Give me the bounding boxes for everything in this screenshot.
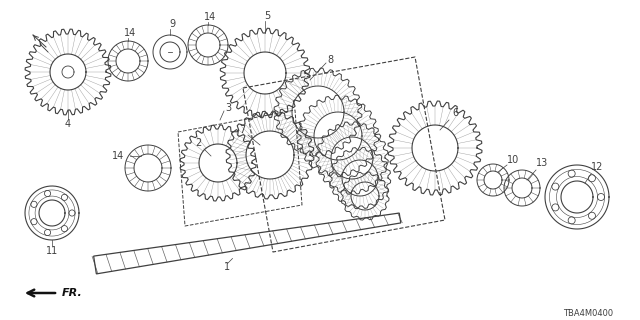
Text: 14: 14: [204, 12, 216, 22]
Text: 6: 6: [452, 108, 458, 118]
Text: 10: 10: [507, 155, 519, 165]
Text: 3: 3: [225, 103, 231, 113]
Text: 14: 14: [124, 28, 136, 38]
Text: 8: 8: [327, 55, 333, 65]
Text: 14: 14: [112, 151, 124, 161]
Text: 13: 13: [536, 158, 548, 168]
Text: 7: 7: [239, 125, 245, 135]
Text: FR.: FR.: [62, 288, 83, 298]
Text: 9: 9: [169, 19, 175, 29]
Text: 5: 5: [264, 11, 270, 21]
Text: 1: 1: [225, 261, 230, 271]
Text: 12: 12: [591, 162, 603, 172]
Text: 2: 2: [195, 138, 201, 148]
Text: 4: 4: [65, 119, 71, 129]
Text: 11: 11: [46, 246, 58, 256]
Text: TBA4M0400: TBA4M0400: [563, 308, 613, 317]
